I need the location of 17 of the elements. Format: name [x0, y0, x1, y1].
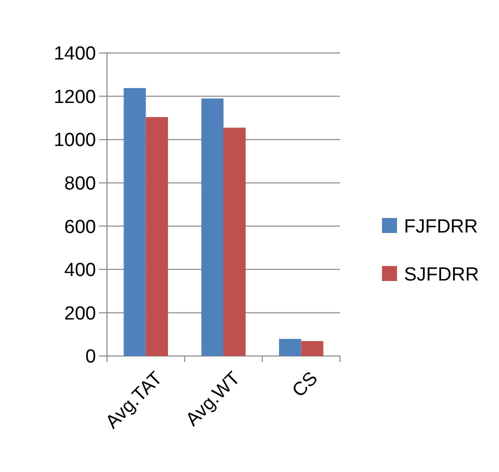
y-tick-label: 200: [64, 303, 96, 324]
y-tick-label: 1400: [54, 44, 96, 65]
bar: [201, 98, 224, 356]
legend-label: FJFDRR: [404, 216, 478, 238]
bar: [224, 128, 246, 356]
y-tick-label: 1200: [54, 86, 96, 108]
bar: [146, 117, 168, 356]
y-tick-label: 1000: [54, 130, 96, 152]
y-tick-label: 600: [64, 216, 96, 238]
bar: [279, 338, 302, 356]
y-tick-label: 0: [85, 346, 96, 368]
legend-label: SJFDRR: [404, 264, 479, 286]
x-tick-label: CS: [288, 368, 322, 402]
y-tick-label: 400: [64, 260, 96, 282]
y-tick-label: 800: [64, 174, 96, 195]
bar: [301, 341, 324, 356]
bar: [124, 88, 146, 356]
